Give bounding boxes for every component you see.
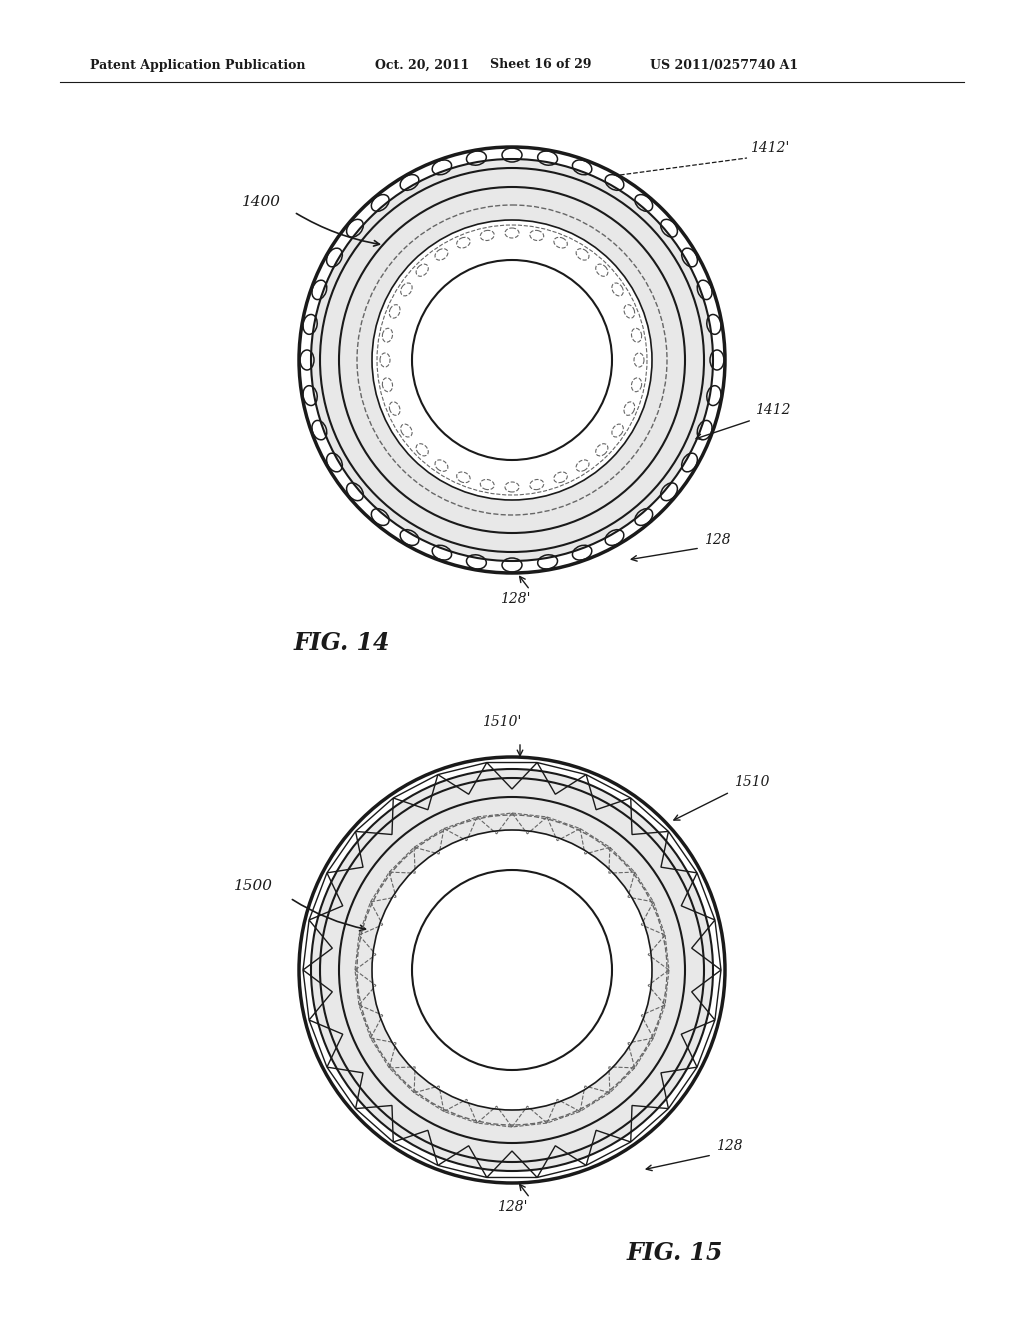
Text: 1510: 1510 [734, 775, 769, 789]
Text: 1500: 1500 [234, 879, 273, 894]
Text: 1412: 1412 [755, 403, 791, 417]
Text: 1400: 1400 [242, 195, 281, 209]
Text: FIG. 15: FIG. 15 [627, 1241, 724, 1265]
Text: Oct. 20, 2011: Oct. 20, 2011 [375, 58, 469, 71]
Ellipse shape [412, 870, 612, 1071]
Text: 1510': 1510' [482, 715, 521, 729]
Ellipse shape [372, 830, 652, 1110]
Text: 1412': 1412' [750, 141, 790, 154]
Text: 128': 128' [500, 591, 530, 606]
Text: 128': 128' [497, 1200, 527, 1214]
Text: Sheet 16 of 29: Sheet 16 of 29 [490, 58, 592, 71]
Ellipse shape [299, 147, 725, 573]
Text: 128: 128 [716, 1139, 742, 1152]
Text: FIG. 14: FIG. 14 [294, 631, 390, 655]
Ellipse shape [372, 220, 652, 500]
Text: US 2011/0257740 A1: US 2011/0257740 A1 [650, 58, 798, 71]
Ellipse shape [311, 158, 713, 561]
Ellipse shape [311, 770, 713, 1171]
Ellipse shape [299, 756, 725, 1183]
Text: Patent Application Publication: Patent Application Publication [90, 58, 305, 71]
Text: 128: 128 [705, 533, 731, 546]
Ellipse shape [412, 260, 612, 459]
